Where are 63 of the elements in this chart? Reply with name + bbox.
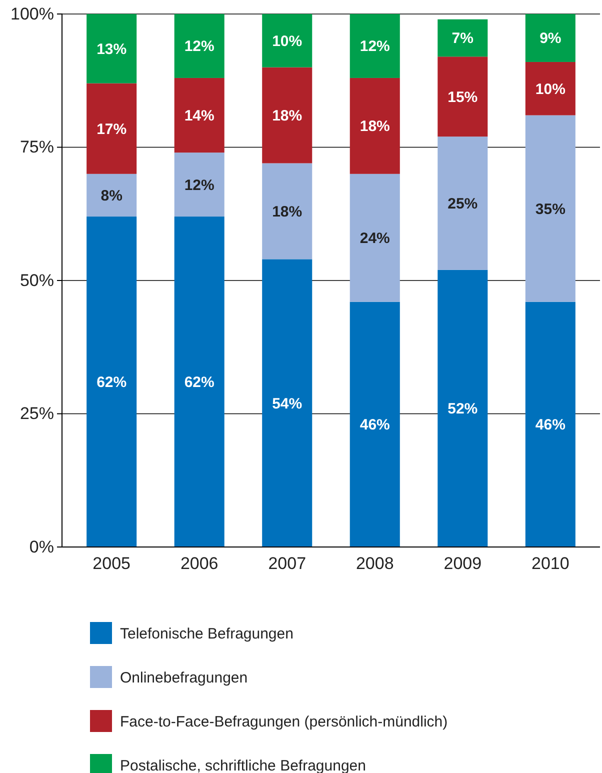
data-label: 15% bbox=[448, 88, 478, 106]
data-label: 8% bbox=[100, 187, 122, 204]
bar bbox=[350, 78, 400, 174]
data-label: 12% bbox=[184, 38, 214, 56]
legend-label: Telefonische Befragungen bbox=[120, 625, 294, 642]
legend-label: Onlinebefragungen bbox=[120, 669, 248, 686]
bar bbox=[262, 14, 312, 68]
bar bbox=[350, 14, 400, 78]
x-tick-label: 2006 bbox=[180, 554, 218, 574]
x-tick-label: 2005 bbox=[92, 554, 130, 574]
legend-label: Postalische, schriftliche Befragungen bbox=[120, 757, 366, 773]
y-tick-label: 0% bbox=[29, 537, 54, 556]
data-label: 25% bbox=[448, 195, 478, 212]
bar bbox=[86, 14, 137, 84]
y-tick-label: 75% bbox=[20, 138, 54, 157]
data-label: 18% bbox=[272, 108, 302, 125]
bar bbox=[262, 259, 312, 547]
x-tick-label: 2010 bbox=[532, 554, 570, 574]
data-label: 35% bbox=[535, 200, 566, 218]
bar bbox=[350, 302, 400, 547]
data-label: 18% bbox=[360, 118, 390, 136]
bar bbox=[174, 78, 224, 153]
bar bbox=[438, 136, 488, 270]
data-label: 46% bbox=[360, 416, 390, 434]
data-label: 10% bbox=[535, 80, 566, 98]
bar bbox=[174, 216, 224, 547]
data-label: 13% bbox=[96, 40, 127, 58]
y-tick-label: 100% bbox=[10, 4, 54, 24]
bar bbox=[525, 302, 576, 547]
bar bbox=[525, 62, 576, 116]
bar bbox=[525, 14, 576, 62]
legend-label: Face-to-Face-Befragungen (persönlich-mündlich) bbox=[120, 713, 448, 730]
data-label: 62% bbox=[96, 374, 127, 392]
data-label: 46% bbox=[535, 416, 566, 434]
bar bbox=[262, 163, 312, 260]
data-label: 14% bbox=[184, 108, 214, 125]
data-label: 7% bbox=[452, 30, 474, 48]
x-tick-label: 2007 bbox=[268, 554, 306, 574]
data-label: 62% bbox=[184, 374, 214, 392]
data-label: 9% bbox=[540, 30, 562, 48]
data-label: 12% bbox=[184, 176, 214, 194]
data-label: 24% bbox=[360, 230, 390, 248]
x-tick-label: 2008 bbox=[356, 554, 394, 574]
data-label: 18% bbox=[272, 203, 302, 220]
data-label: 12% bbox=[360, 38, 390, 56]
bar bbox=[438, 56, 488, 137]
y-tick-label: 25% bbox=[20, 404, 54, 424]
bar bbox=[525, 115, 576, 302]
bar bbox=[438, 19, 488, 57]
bar bbox=[262, 67, 312, 164]
bar bbox=[350, 174, 400, 302]
bar bbox=[174, 152, 224, 217]
bar bbox=[86, 216, 137, 547]
data-label: 52% bbox=[448, 400, 478, 418]
bar bbox=[86, 174, 137, 217]
bar bbox=[86, 83, 137, 174]
y-tick-label: 50% bbox=[20, 270, 54, 290]
data-label: 10% bbox=[272, 32, 302, 50]
bar bbox=[438, 270, 488, 547]
data-label: 54% bbox=[272, 395, 302, 412]
x-tick-label: 2009 bbox=[444, 554, 482, 574]
bar bbox=[174, 14, 224, 78]
data-label: 17% bbox=[96, 120, 127, 138]
